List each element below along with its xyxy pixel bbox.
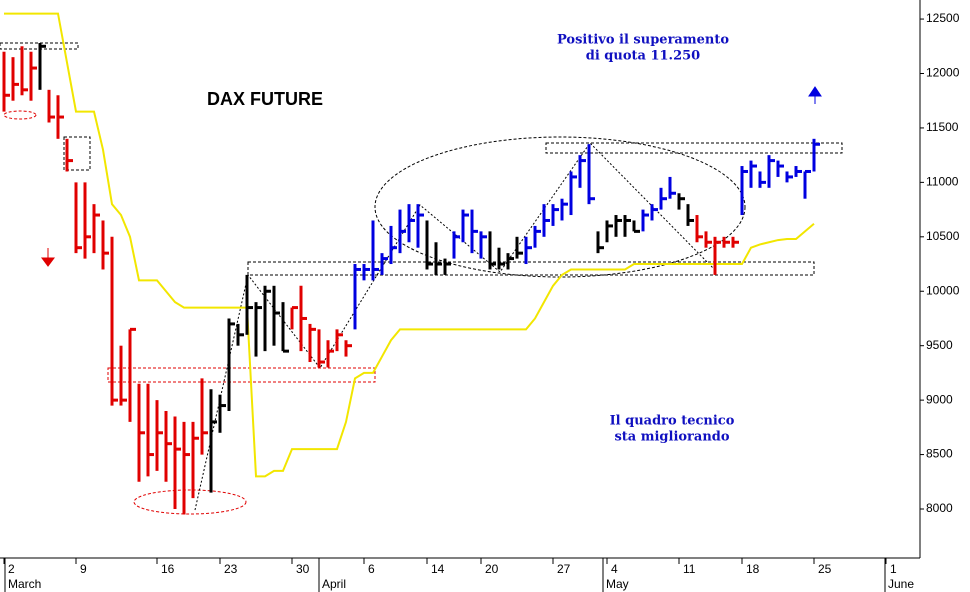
y-tick-label: 9000 bbox=[926, 392, 953, 406]
y-tick-label: 10000 bbox=[926, 283, 960, 297]
annotation: Il quadro tecnico bbox=[610, 414, 735, 429]
x-tick-label: 1 bbox=[890, 562, 897, 576]
y-tick-label: 8500 bbox=[926, 447, 953, 461]
y-tick-label: 11000 bbox=[926, 175, 959, 189]
chart-title: DAX FUTURE bbox=[207, 89, 323, 109]
x-tick-label: 9 bbox=[80, 562, 87, 576]
month-label: June bbox=[888, 577, 914, 591]
box bbox=[107, 367, 376, 383]
month-label: March bbox=[8, 577, 41, 591]
x-tick-label: 25 bbox=[818, 562, 832, 576]
x-tick-label: 14 bbox=[431, 562, 445, 576]
y-tick-label: 12000 bbox=[926, 66, 960, 80]
arrow-up bbox=[808, 86, 822, 104]
x-tick-label: 2 bbox=[8, 562, 15, 576]
annotation: Positivo il superamento bbox=[557, 33, 729, 48]
x-tick-label: 16 bbox=[161, 562, 175, 576]
box bbox=[63, 136, 91, 171]
x-tick-label: 27 bbox=[557, 562, 571, 576]
y-tick-label: 12500 bbox=[926, 11, 960, 25]
annotation: di quota 11.250 bbox=[586, 49, 700, 64]
x-tick-label: 20 bbox=[485, 562, 499, 576]
x-tick-label: 4 bbox=[611, 562, 618, 576]
x-tick-label: 11 bbox=[683, 562, 696, 576]
ellipse bbox=[3, 110, 37, 120]
x-tick-label: 18 bbox=[746, 562, 760, 576]
y-tick-label: 10500 bbox=[926, 229, 960, 243]
y-tick-label: 9500 bbox=[926, 338, 953, 352]
box bbox=[545, 142, 843, 154]
x-tick-label: 6 bbox=[368, 562, 375, 576]
line bbox=[4, 12, 815, 478]
month-label: May bbox=[606, 577, 629, 591]
x-tick-label: 30 bbox=[296, 562, 310, 576]
y-tick-label: 11500 bbox=[926, 120, 959, 134]
box bbox=[247, 261, 815, 276]
annotation: sta migliorando bbox=[614, 430, 729, 445]
month-label: April bbox=[322, 577, 346, 591]
layout bbox=[0, 0, 921, 592]
arrow-down bbox=[41, 248, 55, 267]
ellipse bbox=[133, 489, 247, 515]
x-tick-label: 23 bbox=[224, 562, 238, 576]
y-tick-label: 8000 bbox=[926, 501, 953, 515]
